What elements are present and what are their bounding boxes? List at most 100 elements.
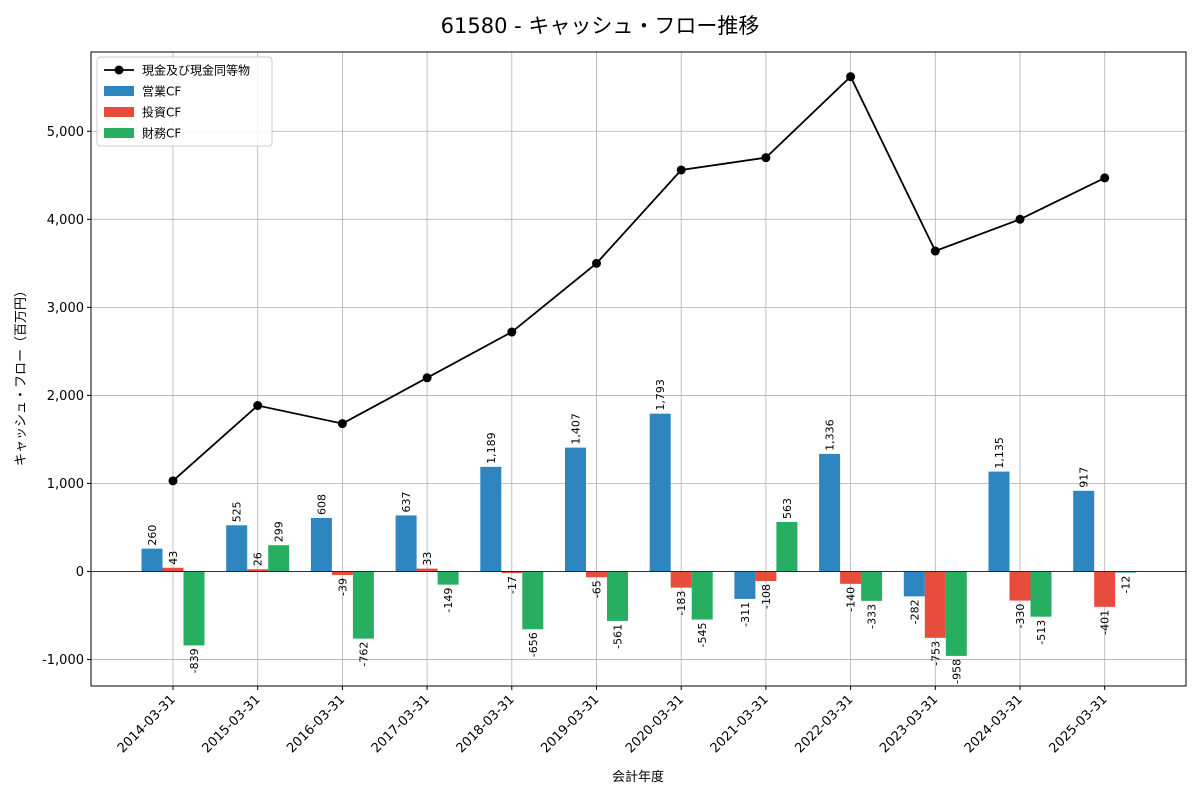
- cash-line-point: [846, 72, 856, 82]
- legend-bar-swatch: [104, 128, 134, 138]
- cash-line-point: [168, 476, 178, 486]
- y-tick-label: -1,000: [42, 653, 84, 668]
- bar-value-label: -762: [357, 642, 370, 667]
- bar-value-label: -183: [675, 591, 688, 616]
- x-tick-label: 2021-03-31: [708, 692, 772, 756]
- bar-operating: [226, 525, 248, 572]
- cash-line: [168, 72, 1110, 486]
- bar-value-label: -12: [1120, 576, 1133, 594]
- bar-value-label: 1,135: [993, 437, 1006, 469]
- bar-operating: [1073, 490, 1095, 572]
- bar-financing: [268, 545, 290, 572]
- bar-operating: [903, 571, 925, 597]
- x-tick-label: 2023-03-31: [877, 692, 941, 756]
- x-tick-label: 2016-03-31: [284, 692, 348, 756]
- bar-value-label: 608: [315, 494, 328, 515]
- y-tick-label: 1,000: [47, 477, 84, 492]
- bar-value-label: 26: [252, 552, 265, 566]
- y-tick-label: 5,000: [47, 125, 84, 140]
- bar-value-label: 1,336: [824, 419, 837, 451]
- bar-financing: [861, 571, 883, 601]
- bar-value-label: 525: [231, 501, 244, 522]
- bar-labels: 260 525 608 637 1,189 1,407 1,793 -311 1,336 -282…: [146, 379, 1133, 684]
- x-tick-label: 2019-03-31: [538, 692, 602, 756]
- bar-investing: [670, 571, 692, 588]
- x-axis-label: 会計年度: [612, 769, 664, 785]
- y-axis-ticks: -1,000 0 1,000 2,000 3,000 4,000 5,000: [42, 125, 91, 668]
- x-tick-label: 2020-03-31: [623, 692, 687, 756]
- bar-investing: [924, 571, 946, 638]
- y-tick-label: 0: [76, 565, 84, 580]
- x-tick-label: 2018-03-31: [454, 692, 518, 756]
- bar-value-label: -401: [1099, 610, 1112, 635]
- bar-value-label: -958: [950, 659, 963, 684]
- bar-value-label: 1,189: [485, 432, 498, 464]
- bar-operating: [395, 515, 417, 572]
- x-tick-label: 2025-03-31: [1046, 692, 1110, 756]
- legend-bar-swatch: [104, 107, 134, 117]
- bar-value-label: -149: [442, 588, 455, 613]
- y-tick-label: 3,000: [47, 301, 84, 316]
- bar-investing: [755, 571, 777, 582]
- bar-financing: [945, 571, 967, 656]
- y-tick-label: 2,000: [47, 389, 84, 404]
- bar-operating: [480, 466, 502, 572]
- bar-investing: [501, 571, 523, 574]
- cash-line-point: [253, 401, 263, 411]
- x-tick-label: 2014-03-31: [115, 692, 179, 756]
- cash-line-point: [930, 246, 940, 256]
- cash-line-point: [761, 153, 771, 163]
- bar-investing: [416, 568, 438, 572]
- legend-line-marker: [114, 65, 124, 75]
- cash-line-point: [1015, 214, 1025, 224]
- plot-frame: [90, 51, 1187, 687]
- bar-value-label: 1,407: [570, 413, 583, 445]
- cash-line-point: [422, 373, 432, 383]
- y-axis-label: キャッシュ・フロー（百万円）: [14, 284, 29, 466]
- bar-financing: [607, 571, 628, 621]
- bar-operating: [988, 471, 1010, 572]
- cash-line-point: [1100, 173, 1110, 183]
- x-tick-label: 2017-03-31: [369, 692, 433, 756]
- bar-investing: [1009, 571, 1031, 601]
- bar-financing: [522, 571, 544, 630]
- legend-box: [96, 56, 273, 147]
- bar-investing: [331, 571, 353, 575]
- bar-investing: [247, 569, 269, 572]
- bar-financing: [1030, 571, 1052, 617]
- bar-operating: [310, 517, 332, 572]
- bar-operating: [819, 453, 841, 572]
- bar-financing: [1115, 571, 1137, 573]
- bar-value-label: -839: [188, 648, 201, 673]
- x-tick-label: 2024-03-31: [962, 692, 1026, 756]
- bar-value-label: -108: [760, 584, 773, 609]
- bar-value-label: -330: [1014, 604, 1027, 629]
- bar-value-label: -513: [1035, 620, 1048, 645]
- bar-value-label: -140: [845, 587, 858, 612]
- bar-value-label: -545: [696, 623, 709, 648]
- bar-value-label: 33: [421, 552, 434, 566]
- bar-operating: [649, 413, 671, 572]
- bar-value-label: -656: [527, 632, 540, 657]
- bar-value-label: 260: [146, 525, 159, 546]
- cash-line-point: [337, 419, 347, 429]
- bar-investing: [586, 571, 607, 578]
- y-tick-label: 4,000: [47, 213, 84, 228]
- bar-financing: [437, 571, 459, 585]
- x-tick-label: 2022-03-31: [792, 692, 856, 756]
- bar-value-label: 637: [400, 491, 413, 512]
- bar-financing: [183, 571, 205, 646]
- bar-operating: [565, 447, 586, 572]
- bar-financing: [691, 571, 713, 620]
- legend-entry-label: 財務CF: [142, 126, 181, 141]
- bar-value-label: 917: [1078, 467, 1091, 488]
- bar-value-label: -561: [612, 624, 625, 649]
- legend-bar-swatch: [104, 86, 134, 96]
- bar-value-label: 299: [273, 521, 286, 542]
- bars: [141, 413, 1137, 656]
- bar-investing: [840, 571, 862, 584]
- bar-financing: [352, 571, 374, 639]
- cash-line-path: [172, 75, 1106, 482]
- x-tick-label: 2015-03-31: [199, 692, 263, 756]
